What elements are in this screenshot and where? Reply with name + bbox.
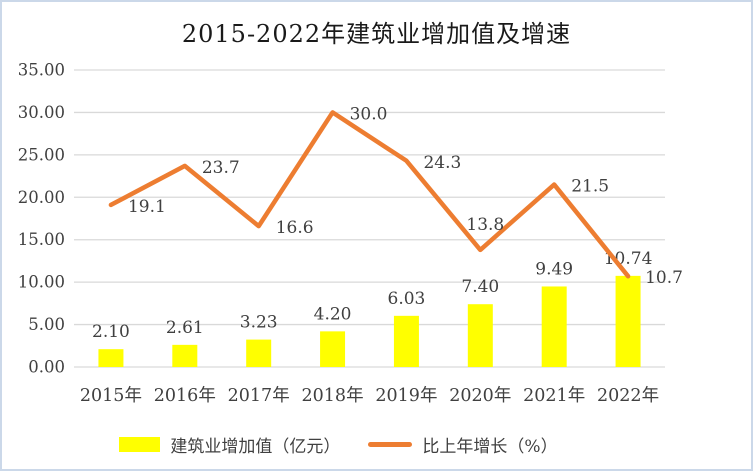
line-data-label: 19.1	[128, 197, 166, 217]
x-tick-label: 2022年	[597, 386, 659, 406]
x-tick-label: 2015年	[80, 386, 142, 406]
line-data-label: 13.8	[466, 215, 504, 235]
bar	[172, 344, 198, 367]
y-tick-label: 10.00	[18, 273, 65, 292]
bar-data-label: 3.23	[240, 313, 278, 333]
line-data-label: 23.7	[202, 158, 240, 178]
chart-title: 2015-2022年建筑业增加值及增速	[181, 20, 572, 48]
bar-data-label: 2.10	[92, 322, 130, 342]
legend-line-label: 比上年增长（%）	[422, 437, 558, 457]
bar	[393, 315, 419, 367]
line-data-label: 24.3	[423, 153, 461, 173]
line-data-label: 21.5	[571, 177, 609, 197]
x-tick-label: 2019年	[375, 386, 437, 406]
line-data-label: 30.0	[350, 104, 388, 124]
growth-line	[108, 110, 631, 279]
x-tick-label: 2016年	[154, 386, 216, 406]
bar-data-label: 2.61	[166, 318, 204, 338]
bar	[320, 331, 346, 367]
x-tick-label: 2018年	[302, 386, 364, 406]
y-tick-label: 5.00	[28, 315, 65, 334]
bar	[98, 349, 124, 367]
legend-bar-label: 建筑业增加值（亿元）	[170, 437, 341, 457]
x-tick-label: 2021年	[523, 386, 585, 406]
y-tick-label: 20.00	[18, 188, 65, 207]
bar	[541, 286, 567, 367]
bar-data-label: 7.40	[461, 277, 499, 297]
legend: 建筑业增加值（亿元） 比上年增长（%）	[2, 432, 713, 457]
line-data-label: 16.6	[276, 218, 314, 238]
bar-data-label: 6.03	[388, 289, 426, 309]
y-tick-label: 0.00	[28, 358, 65, 377]
y-tick-label: 25.00	[18, 145, 65, 164]
bar	[615, 275, 641, 367]
bar	[246, 339, 272, 367]
y-tick-label: 15.00	[18, 230, 65, 249]
y-tick-label: 35.00	[18, 61, 65, 80]
x-tick-label: 2020年	[449, 386, 511, 406]
bar-data-label: 4.20	[314, 304, 352, 324]
line-data-label: 10.7	[645, 268, 683, 288]
legend-line-swatch-icon	[368, 442, 413, 447]
x-tick-label: 2017年	[228, 386, 290, 406]
y-tick-label: 30.00	[18, 103, 65, 122]
bar	[467, 304, 493, 367]
bar-data-label: 9.49	[535, 259, 573, 279]
legend-bar-swatch-icon	[119, 437, 161, 452]
